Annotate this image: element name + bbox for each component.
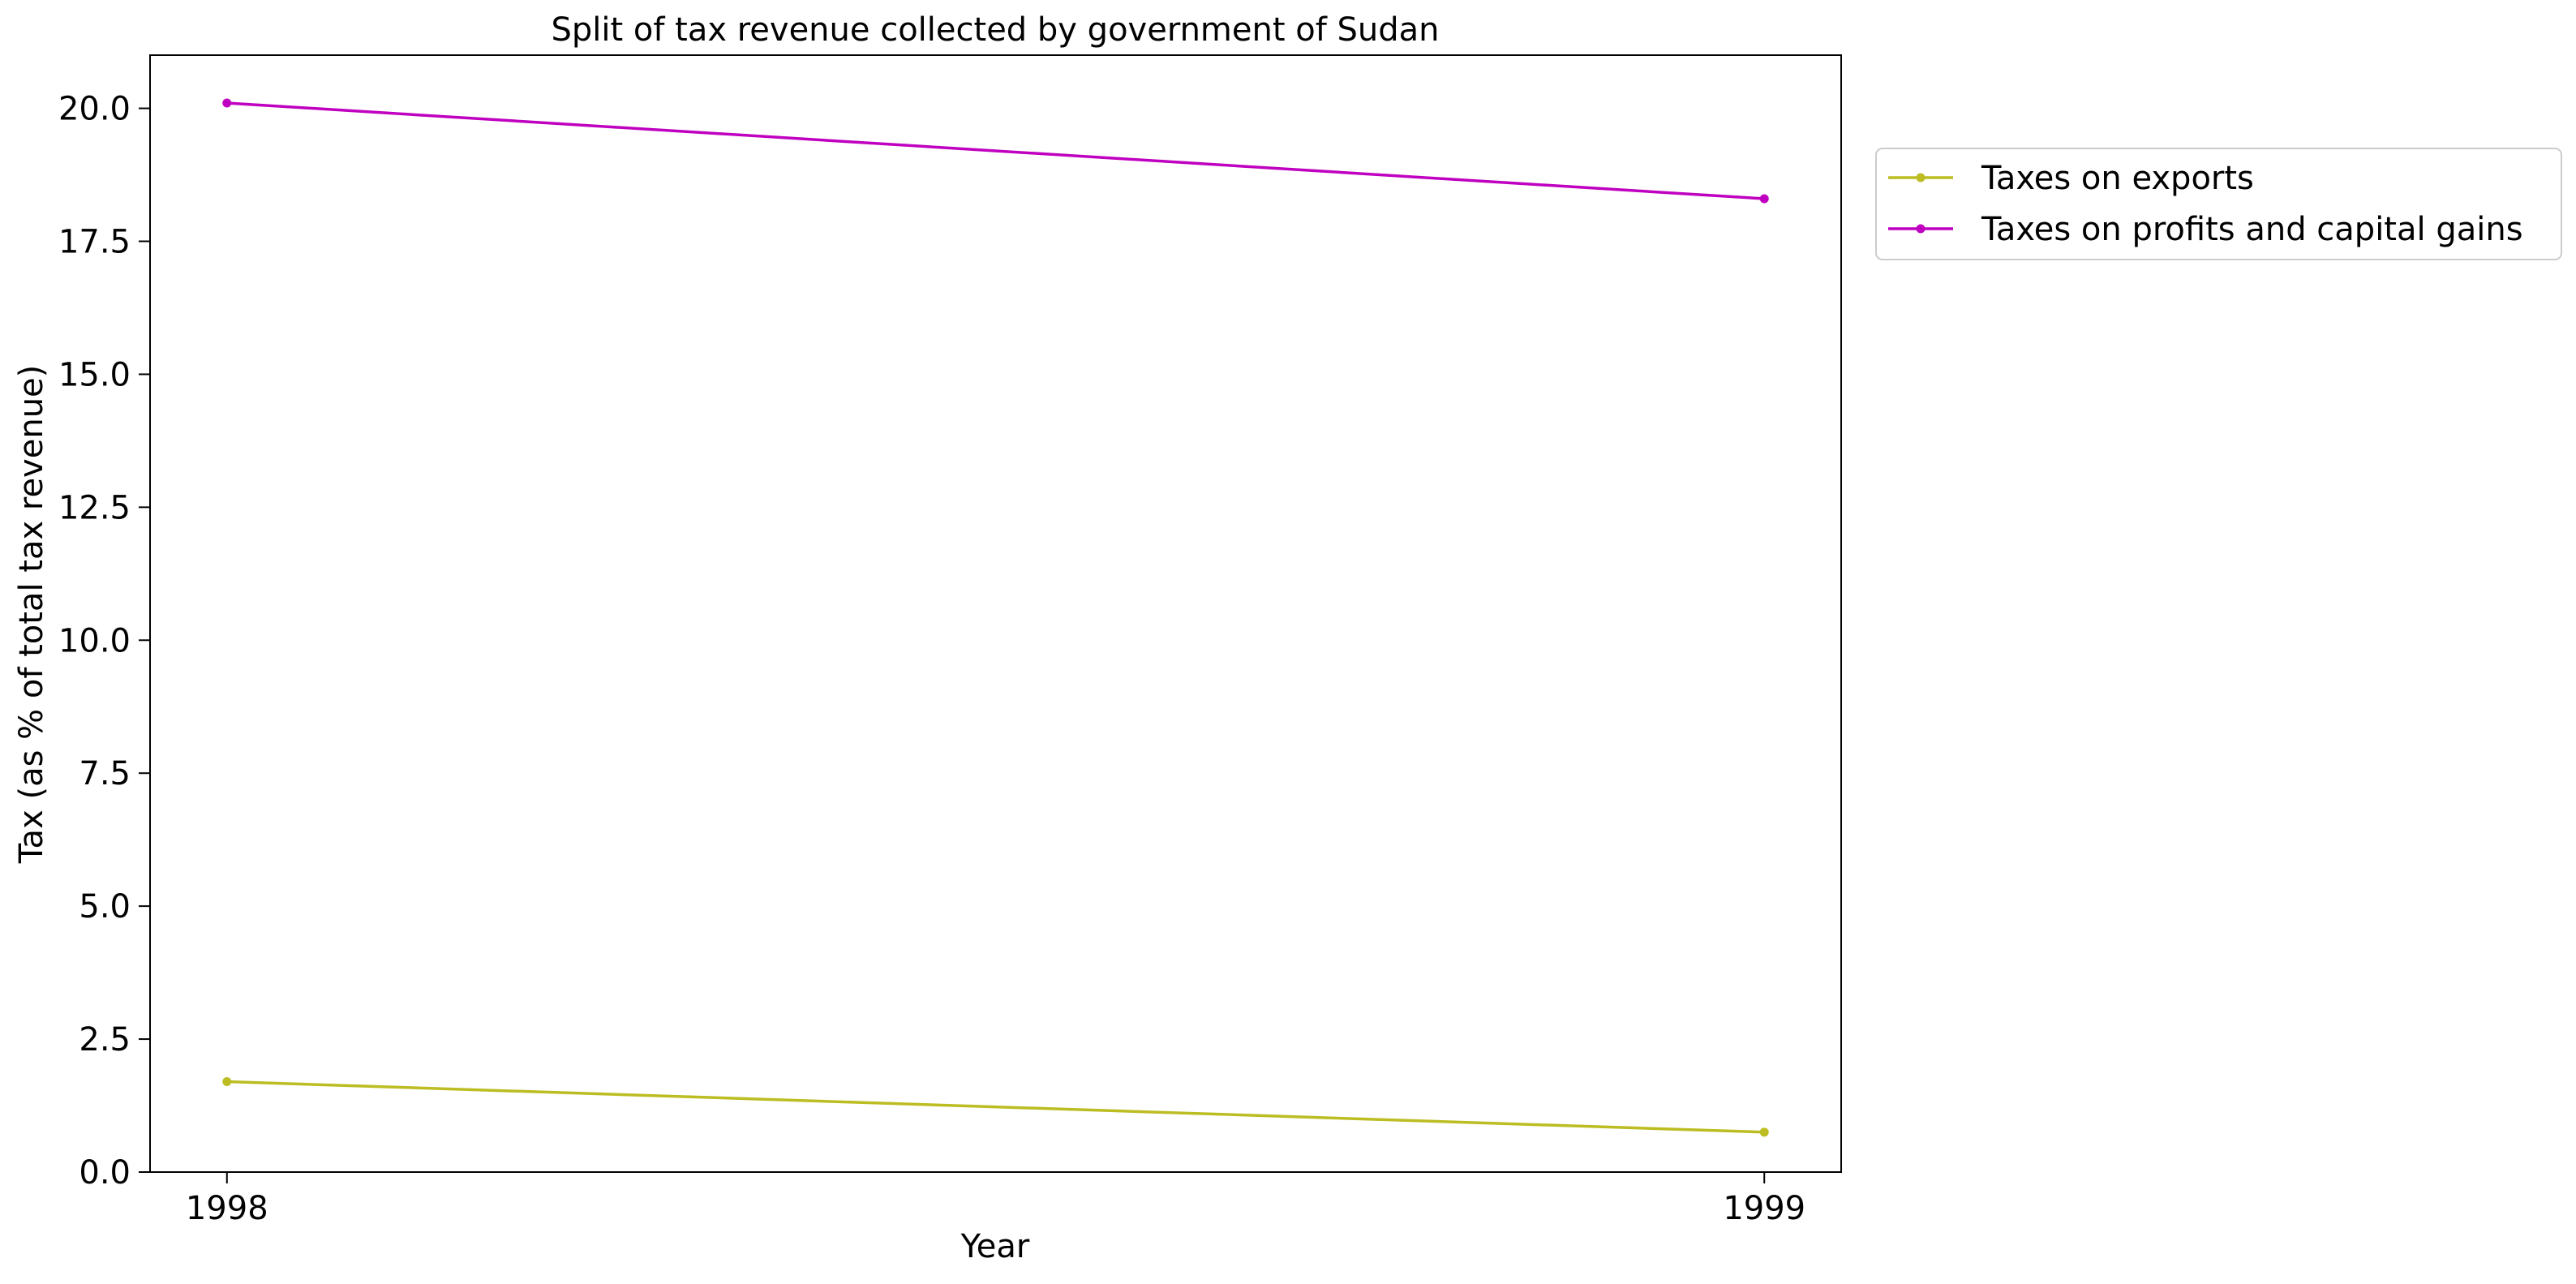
data-point-2 — [1759, 194, 1769, 204]
y-tick-label: 20.0 — [58, 91, 131, 128]
y-tick-label: 7.5 — [79, 755, 131, 792]
plot-area: 0.0 2.5 5.0 7.5 10.0 12.5 15.0 17.5 20.0 1998 1999 — [58, 54, 1842, 1227]
y-tick-label: 10.0 — [58, 622, 131, 659]
data-point-1 — [1759, 1127, 1769, 1137]
legend-box — [1875, 148, 2562, 260]
legend-label-1: Taxes on exports — [1981, 160, 2254, 197]
y-tick-label: 2.5 — [79, 1021, 131, 1059]
y-tick-label: 5.0 — [79, 888, 131, 925]
legend-marker-2 — [1916, 224, 1926, 234]
data-point-2 — [222, 98, 232, 108]
series-line-2 — [226, 101, 1765, 200]
legend: Taxes on exports Taxes on profits and cap… — [1875, 148, 2562, 260]
y-tick-label: 15.0 — [58, 356, 131, 393]
plot-frame — [149, 54, 1842, 1173]
x-axis-label: Year — [960, 1228, 1030, 1265]
y-axis-label: Tax (as % of total tax revenue) — [13, 365, 50, 865]
data-point-1 — [222, 1077, 232, 1087]
y-tick-label: 0.0 — [79, 1154, 131, 1192]
x-tick-label: 1999 — [1723, 1190, 1805, 1227]
x-tick-label: 1998 — [186, 1190, 268, 1227]
y-tick-label: 17.5 — [58, 224, 131, 261]
y-tick-label: 12.5 — [58, 489, 131, 526]
series-line-1 — [226, 1080, 1765, 1134]
chart-title: Split of tax revenue collected by govern… — [551, 11, 1439, 49]
legend-label-2: Taxes on profits and capital gains — [1981, 211, 2523, 248]
legend-marker-1 — [1916, 173, 1926, 183]
